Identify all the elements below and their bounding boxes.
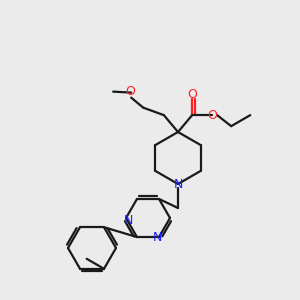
Text: O: O [207, 109, 217, 122]
Text: N: N [173, 178, 183, 190]
Text: O: O [125, 85, 135, 98]
Text: N: N [123, 214, 133, 226]
Text: O: O [187, 88, 197, 100]
Text: N: N [152, 231, 162, 244]
